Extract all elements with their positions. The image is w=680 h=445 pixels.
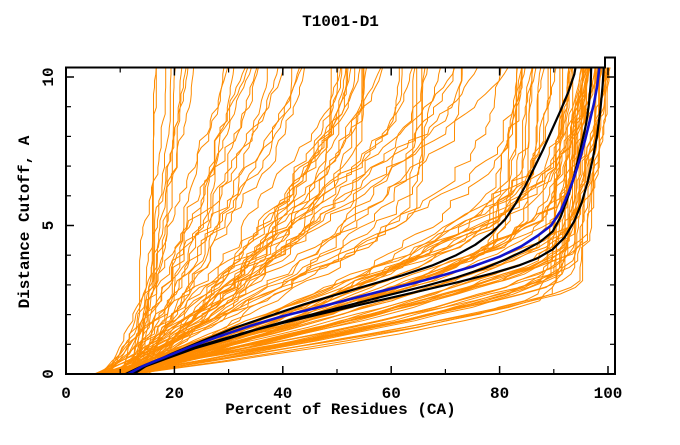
prediction-curve bbox=[136, 67, 187, 374]
prediction-curve bbox=[144, 67, 176, 374]
prediction-curve bbox=[99, 67, 596, 374]
prediction-curve bbox=[139, 67, 235, 374]
prediction-curve bbox=[122, 67, 545, 374]
y-tick-labels: 0 5 10 bbox=[40, 67, 58, 378]
prediction-curve bbox=[111, 67, 455, 374]
prediction-curve bbox=[131, 67, 195, 374]
prediction-curve bbox=[109, 67, 597, 374]
prediction-curve bbox=[96, 67, 423, 374]
prediction-curve bbox=[146, 67, 502, 374]
chart-title: T1001-D1 bbox=[302, 13, 379, 31]
prediction-curve bbox=[133, 67, 590, 374]
x-axis-label: Percent of Residues (CA) bbox=[225, 401, 456, 419]
prediction-curve bbox=[130, 67, 249, 374]
prediction-curve bbox=[130, 67, 463, 374]
x-tick-label: 40 bbox=[273, 385, 292, 403]
prediction-curve bbox=[131, 67, 157, 374]
y-tick-label: 5 bbox=[40, 221, 58, 231]
curves-layer bbox=[94, 67, 611, 374]
x-tick-label: 20 bbox=[165, 385, 184, 403]
prediction-curve bbox=[135, 67, 167, 374]
x-tick-label: 80 bbox=[490, 385, 509, 403]
prediction-curve bbox=[119, 67, 478, 374]
black-model-1-curve bbox=[132, 67, 577, 374]
prediction-curve bbox=[110, 67, 400, 374]
prediction-curve bbox=[145, 67, 225, 374]
prediction-curve bbox=[129, 67, 610, 374]
prediction-curves bbox=[94, 67, 611, 374]
prediction-curve bbox=[121, 67, 349, 374]
y-axis-label: Distance Cutoff, A bbox=[16, 135, 34, 309]
prediction-curve bbox=[100, 67, 441, 374]
prediction-curve bbox=[142, 67, 523, 374]
highlight-curves bbox=[124, 67, 605, 374]
prediction-curve bbox=[130, 67, 537, 374]
prediction-curve bbox=[134, 67, 356, 374]
x-tick-label: 0 bbox=[61, 385, 71, 403]
prediction-curve bbox=[139, 67, 352, 374]
prediction-curve bbox=[108, 67, 246, 374]
prediction-curve bbox=[126, 67, 301, 374]
prediction-curve bbox=[133, 67, 542, 374]
prediction-curve bbox=[135, 67, 569, 374]
prediction-curve bbox=[134, 67, 183, 374]
x-tick-labels: 0 20 40 60 80 100 bbox=[61, 385, 622, 403]
y-tick-label: 10 bbox=[40, 67, 58, 86]
prediction-curve bbox=[120, 67, 285, 374]
axis-ticks bbox=[65, 67, 615, 375]
black-model-3-curve bbox=[124, 67, 605, 374]
blue-model-curve bbox=[127, 67, 601, 374]
prediction-curve bbox=[99, 67, 509, 374]
y-tick-label: 0 bbox=[40, 369, 58, 379]
prediction-curve bbox=[99, 67, 589, 374]
prediction-curve bbox=[99, 67, 293, 374]
prediction-curve bbox=[115, 67, 347, 374]
x-tick-label: 100 bbox=[594, 385, 623, 403]
prediction-curve bbox=[133, 67, 305, 374]
prediction-curve bbox=[110, 67, 610, 374]
prediction-curve bbox=[135, 67, 363, 374]
prediction-curve bbox=[142, 67, 279, 374]
prediction-curve bbox=[108, 67, 258, 374]
prediction-curve bbox=[124, 67, 416, 374]
x-tick-label: 60 bbox=[382, 385, 401, 403]
prediction-curve bbox=[108, 67, 418, 374]
prediction-curve bbox=[97, 67, 462, 374]
prediction-curve bbox=[134, 67, 172, 374]
prediction-curve bbox=[139, 67, 561, 374]
prediction-curve bbox=[130, 67, 252, 374]
prediction-curve bbox=[131, 67, 384, 374]
prediction-curve bbox=[95, 67, 590, 374]
